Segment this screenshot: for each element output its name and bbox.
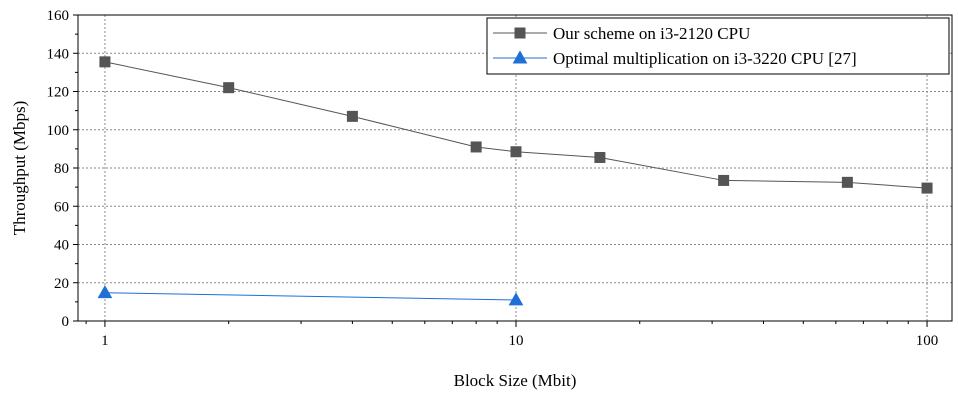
y-tick-label: 80 xyxy=(54,161,69,177)
series-1 xyxy=(99,56,933,194)
y-axis-title: Throughput (Mbps) xyxy=(10,101,29,236)
y-tick-label: 100 xyxy=(47,123,70,139)
legend-box xyxy=(486,17,950,75)
axes: 0 20 40 60 80 100 120 140 160 1 10 100 xyxy=(47,8,939,349)
y-tick-label: 160 xyxy=(47,8,70,24)
legend-marker xyxy=(512,50,528,64)
y-tick-label: 140 xyxy=(47,46,70,62)
x-axis-title: Block Size (Mbit) xyxy=(454,371,577,390)
x-tick-label: 1 xyxy=(101,333,109,349)
legend-entry: Our scheme on i3-2120 CPU xyxy=(493,24,750,43)
y-tick-label: 0 xyxy=(62,314,70,330)
y-tick-label: 60 xyxy=(54,199,69,215)
y-tick-label: 20 xyxy=(54,276,69,292)
y-tick-label: 40 xyxy=(54,238,69,254)
series-1-point xyxy=(223,82,235,94)
series-1-point xyxy=(718,174,730,186)
series-1-point xyxy=(510,146,522,158)
series-2 xyxy=(97,285,524,306)
x-tick-label: 10 xyxy=(508,333,523,349)
series-2-line xyxy=(104,292,516,301)
y-tick-label: 120 xyxy=(47,85,70,101)
series-1-point xyxy=(921,182,933,194)
series-layer xyxy=(97,56,933,306)
series-1-point xyxy=(594,151,606,163)
x-tick-label: 100 xyxy=(916,333,939,349)
series-1-point xyxy=(346,110,358,122)
series-2-point xyxy=(97,285,113,299)
series-1-point xyxy=(470,141,482,153)
legend-entry: Optimal multiplication on i3-3220 CPU [2… xyxy=(493,49,857,68)
legend-label: Optimal multiplication on i3-3220 CPU [2… xyxy=(553,49,857,68)
legend-label: Our scheme on i3-2120 CPU xyxy=(553,24,750,43)
legend: Our scheme on i3-2120 CPU Optimal multipl… xyxy=(486,17,950,75)
series-1-point xyxy=(99,56,111,68)
series-1-point xyxy=(841,176,853,188)
legend-marker xyxy=(514,27,526,39)
series-2-point xyxy=(508,292,524,306)
